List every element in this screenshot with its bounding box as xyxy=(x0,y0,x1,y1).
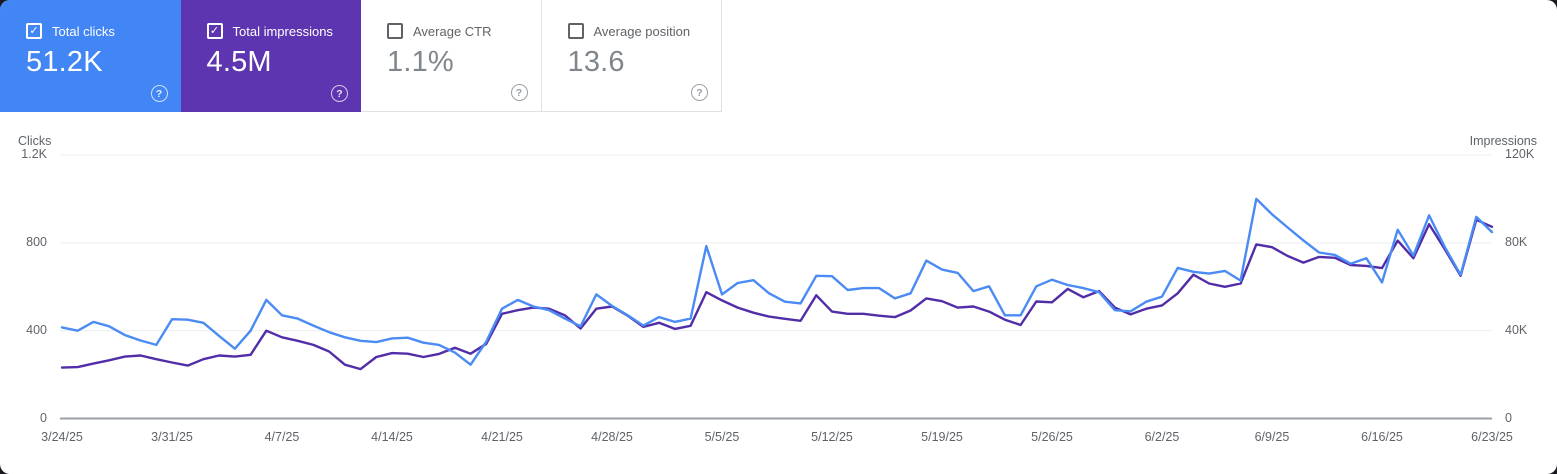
card-total-impressions[interactable]: ✓ Total impressions 4.5M xyxy=(180,0,361,112)
card-header: ✓ Total clicks xyxy=(26,23,115,39)
average-ctr-checkbox[interactable]: ✓ xyxy=(387,23,403,39)
card-label: Average position xyxy=(593,23,691,39)
check-icon: ✓ xyxy=(29,24,39,37)
card-header: ✓ Total impressions xyxy=(206,23,333,39)
help-icon[interactable] xyxy=(150,85,168,102)
card-average-position[interactable]: ✓ Average position 13.6 xyxy=(541,0,722,112)
help-icon[interactable] xyxy=(691,84,708,101)
card-total-clicks[interactable]: ✓ Total clicks 51.2K xyxy=(0,0,181,112)
card-label: Total impressions xyxy=(232,23,333,39)
line-total-impressions[interactable] xyxy=(60,218,1494,371)
card-label: Total clicks xyxy=(52,23,115,39)
help-icon[interactable] xyxy=(331,85,348,102)
card-average-ctr[interactable]: ✓ Average CTR 1.1% xyxy=(361,0,542,112)
card-value: 51.2K xyxy=(26,46,103,78)
card-header: ✓ Average position xyxy=(567,23,691,39)
card-value: 1.1% xyxy=(387,46,454,78)
total-clicks-checkbox[interactable]: ✓ xyxy=(26,23,42,39)
card-label: Average CTR xyxy=(413,23,492,39)
average-position-checkbox[interactable]: ✓ xyxy=(567,23,584,39)
card-value: 13.6 xyxy=(567,46,625,78)
help-icon[interactable] xyxy=(510,84,528,101)
total-impressions-checkbox[interactable]: ✓ xyxy=(206,23,223,39)
card-value: 4.5M xyxy=(206,46,272,78)
card-header: ✓ Average CTR xyxy=(387,23,492,39)
metric-cards: ✓ Total clicks 51.2K ✓ Total impressions… xyxy=(0,0,722,112)
line-total-clicks[interactable] xyxy=(60,197,1494,366)
check-icon: ✓ xyxy=(209,24,220,37)
